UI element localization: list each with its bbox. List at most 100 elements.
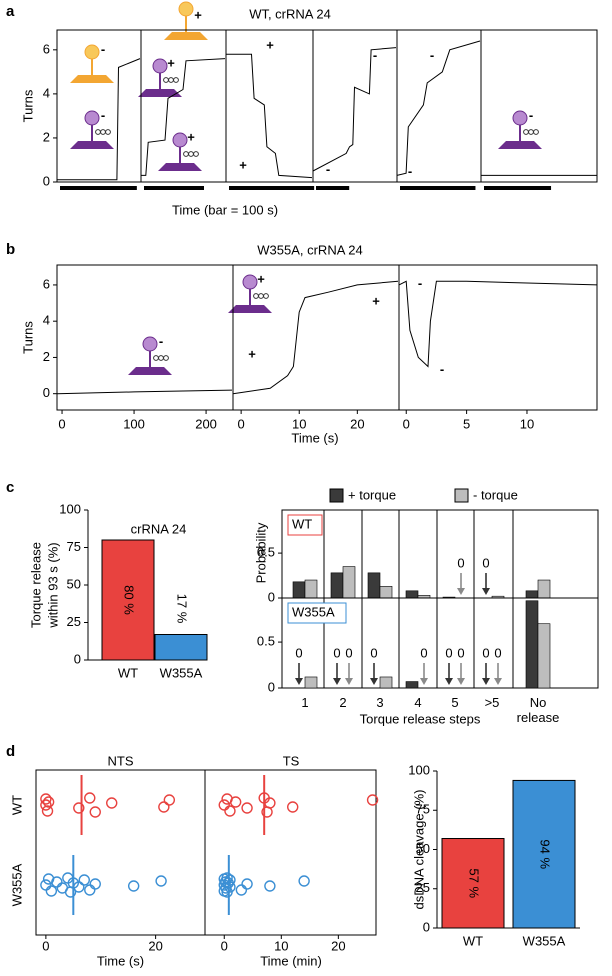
x-axis-label: Torque release steps [360, 711, 481, 726]
annotation: + [167, 55, 175, 70]
value-label: 80 % [122, 585, 137, 615]
icon-loop [183, 151, 189, 157]
legend-swatch [454, 488, 469, 503]
annotation: - [408, 163, 412, 178]
y-tick-label: 4 [43, 85, 50, 100]
legend-swatch [329, 488, 344, 503]
bar [405, 681, 419, 689]
x-tick-label-box: 2 [339, 695, 346, 710]
data-point [241, 878, 253, 890]
trace [396, 40, 481, 176]
bar [292, 581, 306, 599]
icon-loop [253, 293, 259, 299]
scale-bar [144, 186, 204, 190]
y-tick-label: 0 [423, 919, 430, 934]
y-axis-label: dsDNA cleavage (%) [411, 790, 426, 910]
bar [154, 634, 208, 661]
data-point [40, 793, 52, 805]
icon-loop [258, 293, 264, 299]
icon-base [70, 141, 114, 149]
annotation: - [440, 361, 444, 376]
y-tick-label: 100 [59, 501, 81, 516]
x-tick-label: 5 [463, 416, 470, 431]
trace [226, 53, 313, 179]
y-tick-label: 0.5 [257, 634, 275, 649]
x-axis-label: Time (s) [97, 953, 144, 968]
y-axis-label: within 93 s (%) [45, 542, 60, 628]
data-point [229, 796, 242, 808]
y-category-label: W355A [9, 863, 24, 906]
x-tick-label: 5 [451, 695, 459, 710]
y-tick-label: 0 [268, 589, 275, 604]
data-point [40, 879, 52, 891]
scale-bar [60, 186, 137, 190]
y-axis-label: Probability [253, 522, 268, 583]
icon-base [128, 367, 172, 375]
x-axis-label: Time (min) [260, 953, 322, 968]
x-tick-label: 10 [274, 938, 288, 953]
data-point [89, 878, 101, 890]
zero-arrowhead [420, 678, 428, 685]
icon-ball [178, 1, 194, 17]
data-point [89, 806, 101, 818]
x-tick-label: 0 [58, 416, 65, 431]
icon-loop [163, 77, 169, 83]
y-tick-label: 4 [43, 313, 50, 328]
data-point [78, 874, 90, 886]
data-point [40, 799, 52, 811]
value-label: 57 % [467, 868, 482, 898]
annotation: crRNA 24 [131, 521, 187, 536]
data-point [163, 794, 176, 806]
trace [398, 280, 598, 368]
annotation: + [372, 293, 380, 308]
row-name-box [287, 602, 347, 624]
bar [525, 590, 539, 599]
scale-bar [229, 186, 315, 190]
x-tick-label: 10 [292, 416, 306, 431]
y-tick-label: 50 [67, 576, 81, 591]
value-label: 0 [420, 645, 427, 660]
x-tick-label-box: 4 [414, 695, 422, 710]
x-tick-label: 0 [403, 416, 410, 431]
data-point [155, 875, 167, 887]
annotation: - [418, 275, 422, 290]
icon-loop [533, 129, 539, 135]
icon-loop [153, 355, 159, 361]
x-tick-label: 4 [414, 695, 422, 710]
bar [525, 600, 539, 689]
zero-arrowhead [457, 678, 465, 685]
value-label: 0 [457, 645, 464, 660]
annotation: + [194, 7, 202, 22]
annotation: - [373, 47, 377, 62]
y-tick-label: 0.5 [257, 545, 275, 560]
annotation: - [430, 47, 434, 62]
data-point [42, 796, 55, 808]
x-tick-label: 0 [238, 416, 245, 431]
x-tick-label: 0 [221, 938, 228, 953]
legend-label: - torque [473, 487, 518, 502]
annotation: - [529, 107, 533, 122]
x-tick-label: WT [463, 933, 483, 948]
y-tick-label: 2 [43, 349, 50, 364]
x-tick-label: 10 [520, 416, 534, 431]
zero-arrowhead [482, 678, 490, 685]
icon-ball [152, 58, 168, 74]
bar [330, 572, 344, 599]
row-name: W355A [292, 604, 335, 619]
trace [57, 58, 141, 181]
value-label: 0 [482, 555, 489, 570]
data-point [287, 801, 299, 813]
zero-arrowhead [370, 678, 378, 685]
x-tick-label-box: >5 [485, 695, 500, 710]
icon-loop [528, 129, 534, 135]
data-point [264, 880, 276, 892]
data-point [106, 797, 118, 809]
y-axis-label: Turns [20, 89, 35, 122]
y-tick-label: 0 [74, 651, 81, 666]
axes-frame [56, 29, 598, 183]
x-tick-label: 3 [376, 695, 384, 710]
icon-ball [512, 110, 528, 126]
icon-loop [158, 355, 164, 361]
zero-arrowhead [482, 588, 490, 595]
